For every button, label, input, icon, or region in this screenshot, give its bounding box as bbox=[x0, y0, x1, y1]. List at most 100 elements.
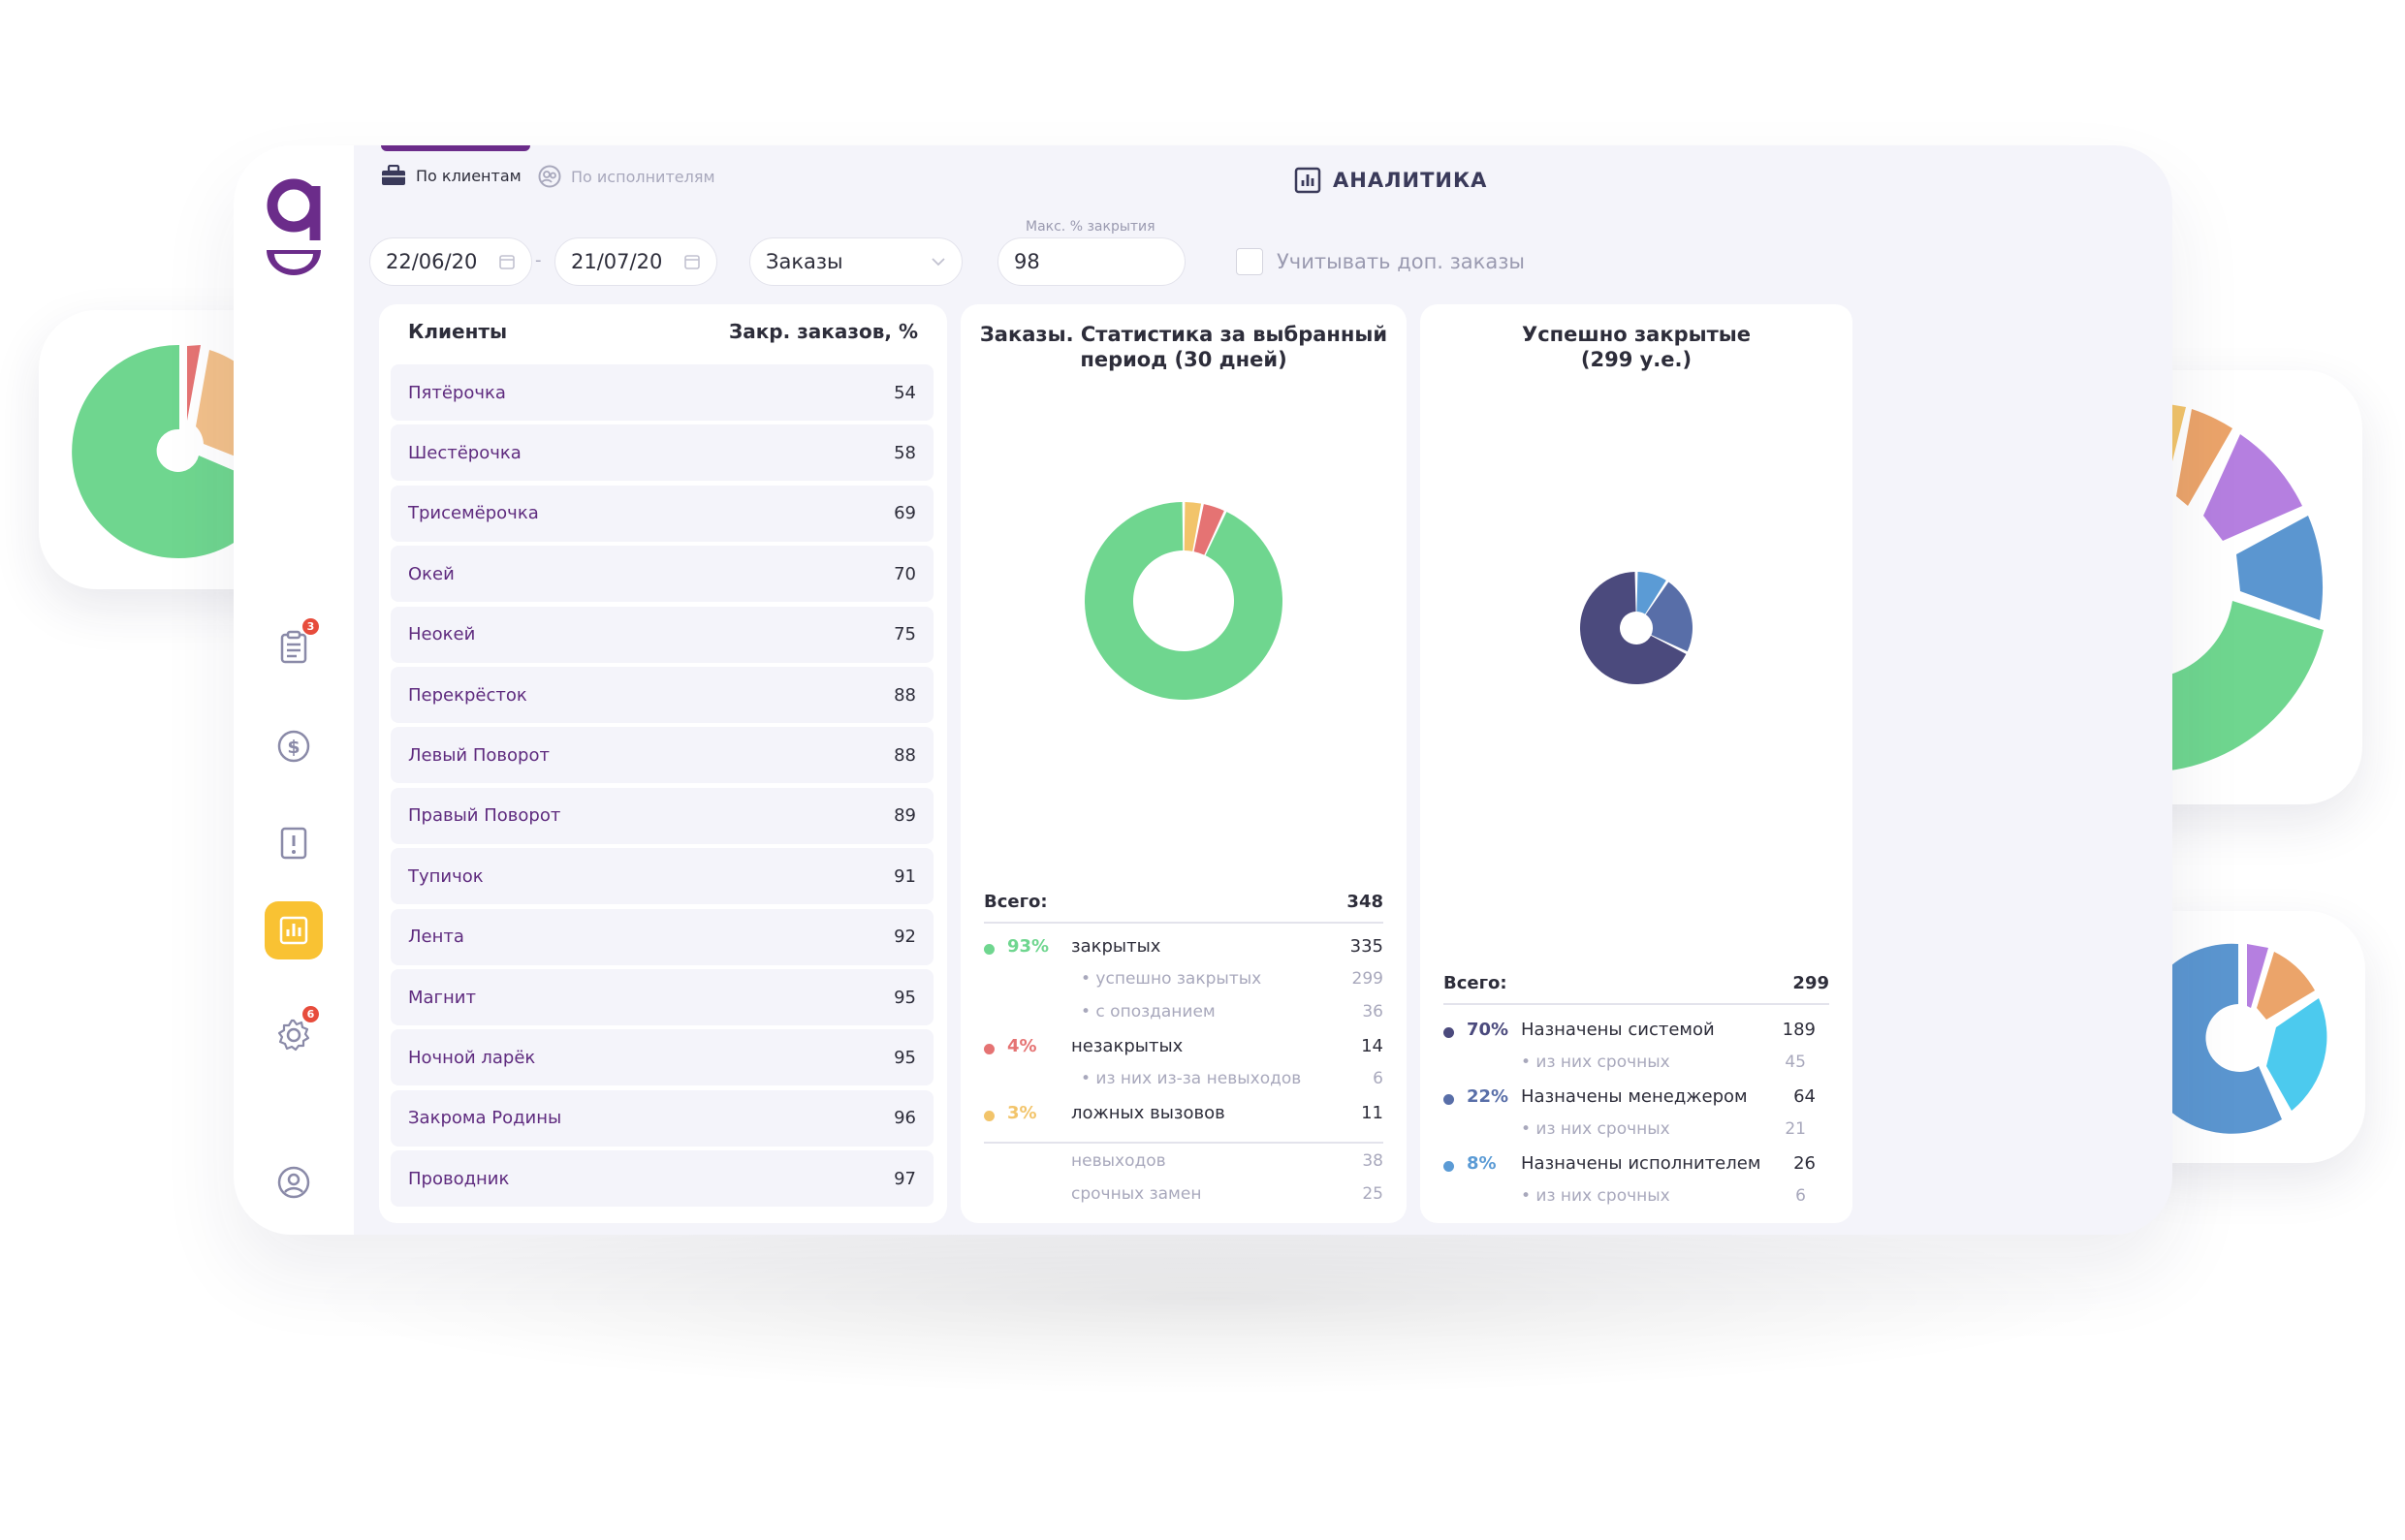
pie-slice[interactable] bbox=[1580, 572, 1687, 684]
decor-segment bbox=[72, 344, 278, 558]
page-title-text: АНАЛИТИКА bbox=[1333, 169, 1488, 192]
closed-total-value: 299 bbox=[1792, 973, 1829, 993]
stat-extra-value: 25 bbox=[1362, 1184, 1383, 1204]
client-value: 95 bbox=[894, 987, 916, 1008]
calendar-icon bbox=[499, 255, 515, 269]
logo[interactable] bbox=[261, 173, 327, 283]
client-row[interactable]: Закрома Родины 96 bbox=[391, 1089, 934, 1147]
client-value: 92 bbox=[894, 927, 916, 948]
type-select-value: Заказы bbox=[766, 250, 843, 273]
extra-orders-label: Учитывать доп. заказы bbox=[1277, 250, 1525, 273]
type-select[interactable]: Заказы bbox=[749, 237, 963, 286]
nav-orders[interactable]: 3 bbox=[265, 618, 323, 676]
nav-settings[interactable]: 6 bbox=[265, 1006, 323, 1064]
stat-extra-label: невыходов bbox=[1071, 1151, 1166, 1171]
svg-text:$: $ bbox=[287, 737, 300, 758]
user-icon bbox=[277, 1166, 310, 1199]
nav-analytics[interactable] bbox=[265, 901, 323, 959]
client-row[interactable]: Трисемёрочка 69 bbox=[391, 485, 934, 542]
client-row[interactable]: Тупичок 91 bbox=[391, 848, 934, 905]
decor-segment bbox=[2257, 952, 2315, 1020]
tab-label: По исполнителям bbox=[571, 167, 715, 186]
nav-alerts[interactable] bbox=[265, 814, 323, 872]
active-tab-indicator bbox=[381, 145, 530, 151]
decor-segment bbox=[2176, 409, 2232, 506]
client-row[interactable]: Окей 70 bbox=[391, 546, 934, 603]
legend-dot bbox=[1443, 1094, 1454, 1105]
pie-slice[interactable] bbox=[1193, 504, 1224, 555]
stat-value: 189 bbox=[1782, 1020, 1816, 1040]
client-row[interactable]: Перекрёсток 88 bbox=[391, 667, 934, 723]
max-close-value: 98 bbox=[1014, 250, 1040, 273]
orders-donut-chart bbox=[1085, 502, 1282, 700]
extra-orders-checkbox[interactable] bbox=[1236, 248, 1263, 275]
stat-false-calls: 3% ложных вызовов 11 bbox=[984, 1103, 1383, 1128]
date-from-field[interactable]: 22/06/20 bbox=[369, 237, 532, 286]
pie-slice[interactable] bbox=[1085, 502, 1282, 700]
max-close-input[interactable]: 98 bbox=[997, 237, 1186, 286]
stat-sub: • из них из-за невыходов 6 bbox=[984, 1069, 1383, 1094]
date-to-field[interactable]: 21/07/20 bbox=[554, 237, 717, 286]
orders-title-line1: Заказы. Статистика за выбранный bbox=[979, 323, 1388, 346]
orders-card-title: Заказы. Статистика за выбранный период (… bbox=[961, 322, 1407, 372]
nav-finance[interactable]: $ bbox=[265, 717, 323, 775]
stat-label: закрытых bbox=[1071, 936, 1161, 957]
decor-segment bbox=[2236, 516, 2324, 620]
tab-by-executors[interactable]: По исполнителям bbox=[538, 165, 715, 188]
client-row[interactable]: Неокей 75 bbox=[391, 606, 934, 663]
clipboard-icon bbox=[280, 630, 307, 664]
client-row[interactable]: Правый Поворот 89 bbox=[391, 787, 934, 844]
client-row[interactable]: Пятёрочка 54 bbox=[391, 364, 934, 421]
pie-slice[interactable] bbox=[1636, 572, 1666, 614]
stat-sub-label: • из них срочных bbox=[1521, 1053, 1670, 1072]
users-icon bbox=[538, 165, 561, 188]
client-row[interactable]: Левый Поворот 88 bbox=[391, 727, 934, 784]
closed-total-row: Всего: 299 bbox=[1443, 973, 1829, 1005]
clients-card: Клиенты Закр. заказов, % Пятёрочка 54 Шест… bbox=[379, 304, 947, 1223]
pie-slice[interactable] bbox=[1645, 581, 1693, 652]
legend-dot bbox=[1443, 1161, 1454, 1172]
stat-sub: • из них срочных 6 bbox=[1443, 1186, 1829, 1211]
stat-sub-label: • из них из-за невыходов bbox=[1081, 1069, 1302, 1088]
stat-sub-value: 6 bbox=[1795, 1186, 1806, 1206]
stat-sub-label: • из них срочных bbox=[1521, 1119, 1670, 1139]
stat-pct: 8% bbox=[1467, 1153, 1497, 1174]
client-name: Магнит bbox=[408, 987, 476, 1008]
client-value: 97 bbox=[894, 1168, 916, 1189]
decor-segment bbox=[2266, 998, 2327, 1111]
stat-by-executor: 8% Назначены исполнителем 26 bbox=[1443, 1153, 1829, 1179]
decor-donut-small bbox=[2136, 943, 2327, 1134]
client-row[interactable]: Проводник 97 bbox=[391, 1150, 934, 1208]
stat-value: 11 bbox=[1361, 1103, 1383, 1123]
tab-by-clients[interactable]: По клиентам bbox=[381, 165, 522, 186]
briefcase-icon bbox=[382, 165, 405, 185]
closed-title-line1: Успешно закрытые bbox=[1522, 323, 1751, 346]
extra-orders-option: Учитывать доп. заказы bbox=[1236, 248, 1525, 275]
stat-pct: 93% bbox=[1007, 936, 1050, 957]
client-name: Неокей bbox=[408, 624, 476, 645]
client-row[interactable]: Шестёрочка 58 bbox=[391, 424, 934, 482]
orders-stats-card: Заказы. Статистика за выбранный период (… bbox=[961, 304, 1407, 1223]
client-name: Ночной ларёк bbox=[408, 1047, 536, 1068]
orders-total-value: 348 bbox=[1346, 892, 1383, 912]
stat-label: Назначены системой bbox=[1521, 1020, 1715, 1040]
client-row[interactable]: Ночной ларёк 95 bbox=[391, 1029, 934, 1086]
client-value: 58 bbox=[894, 442, 916, 463]
nav-profile[interactable] bbox=[265, 1153, 323, 1211]
stat-extra-value: 38 bbox=[1362, 1151, 1383, 1171]
date-from-value: 22/06/20 bbox=[386, 250, 478, 273]
client-row[interactable]: Магнит 95 bbox=[391, 969, 934, 1025]
gear-icon bbox=[277, 1019, 310, 1052]
orders-total-row: Всего: 348 bbox=[984, 892, 1383, 924]
client-name: Перекрёсток bbox=[408, 684, 527, 706]
client-name: Тупичок bbox=[408, 865, 484, 887]
calendar-icon bbox=[684, 255, 700, 269]
stat-label: ложных вызовов bbox=[1071, 1103, 1225, 1123]
stat-sub: • с опозданием 36 bbox=[984, 1002, 1383, 1027]
client-name: Трисемёрочка bbox=[408, 503, 539, 524]
client-row[interactable]: Лента 92 bbox=[391, 908, 934, 965]
client-name: Левый Поворот bbox=[408, 744, 550, 766]
pie-slice[interactable] bbox=[1184, 502, 1202, 551]
stat-sub-label: • с опозданием bbox=[1081, 1002, 1216, 1021]
stat-pct: 70% bbox=[1467, 1020, 1509, 1040]
